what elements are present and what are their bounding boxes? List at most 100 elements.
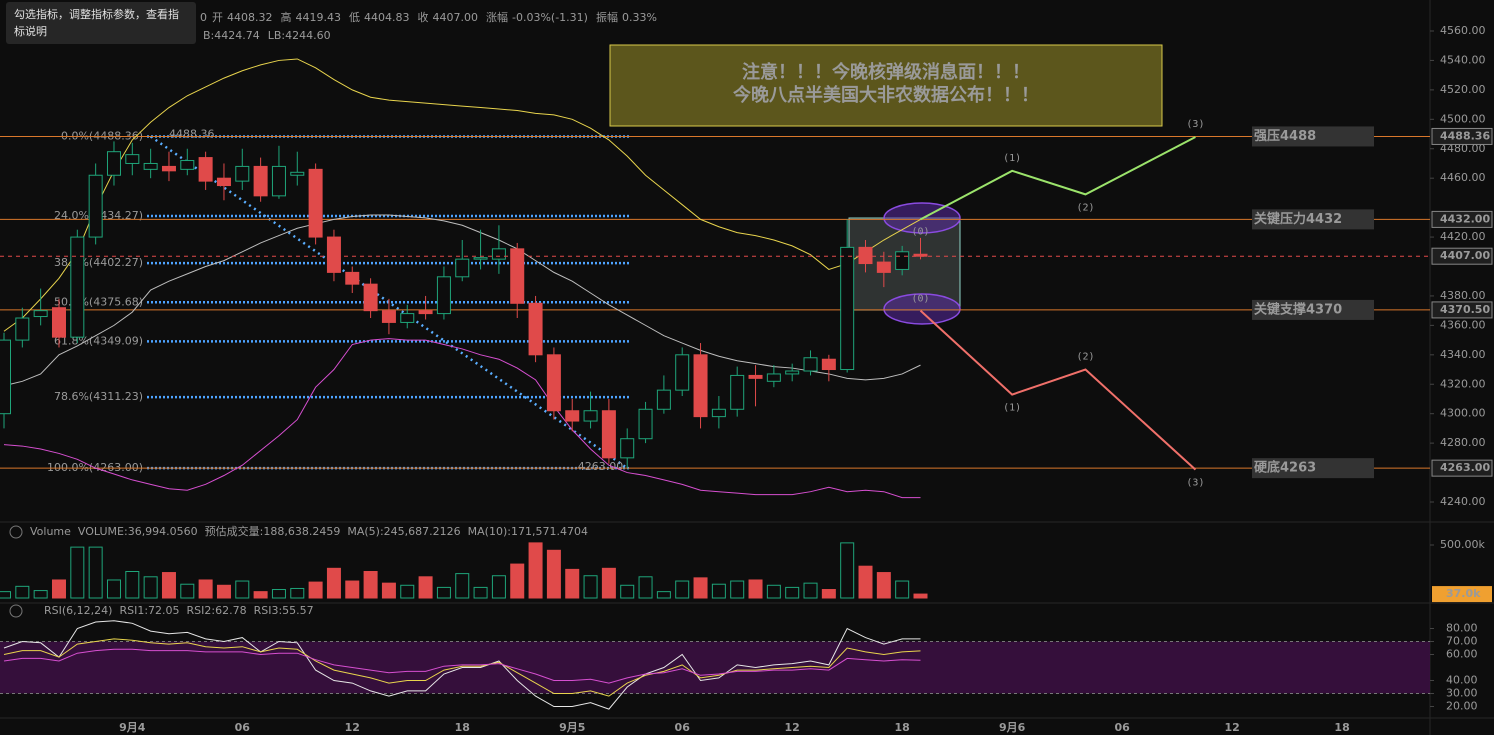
y-tick-label: 4340.00 [1440, 348, 1486, 361]
volume-bar [15, 585, 30, 599]
volume-bar [51, 579, 66, 599]
volume-bar [363, 571, 378, 599]
level-tag [1431, 127, 1493, 145]
candle-body [271, 165, 286, 197]
y-tick-label: 4360.00 [1440, 318, 1486, 331]
level-name-bg [1252, 299, 1374, 320]
rsi-line [3, 638, 921, 697]
level-tag-label: 4370.50 [1440, 303, 1490, 316]
volume-bar [876, 572, 891, 599]
candle-body [766, 373, 781, 382]
volume-bar [711, 583, 726, 599]
volume-bar [418, 576, 433, 599]
projection-label: (1) [1003, 403, 1021, 414]
collapse-icon[interactable] [9, 525, 23, 539]
volume-bar [583, 575, 598, 599]
volume-bar [88, 546, 103, 599]
level-tag [1431, 301, 1493, 319]
level-tag-label: 4488.36 [1440, 129, 1490, 142]
last-price-tag [1431, 247, 1493, 265]
header-label: 低 [349, 11, 360, 24]
projection-label: (2) [1076, 352, 1094, 363]
candle-body [876, 261, 891, 273]
y-tick-label: 4560.00 [1440, 24, 1486, 37]
volume-bar [326, 567, 341, 599]
fib-anchor-label: 4488.36 [169, 127, 215, 140]
candle-body [785, 370, 800, 375]
projection-label: (0) [911, 294, 929, 305]
volume-legend: MA(10):171,571.4704 [468, 525, 588, 538]
volume-bar [656, 591, 671, 599]
y-tick-label: 4420.00 [1440, 230, 1486, 243]
volume-bar [693, 577, 708, 599]
y-tick-label: 4500.00 [1440, 112, 1486, 125]
y-tick-label: 4540.00 [1440, 53, 1486, 66]
candle-body [180, 160, 195, 170]
candle-body [216, 177, 231, 187]
last-price-label: 4407.00 [1440, 249, 1490, 262]
volume-bar [620, 584, 635, 599]
rsi-legend: RSI2:62.78 [187, 604, 247, 617]
projection-line [919, 309, 1197, 471]
header-value: -0.03%(-1.31) [512, 11, 588, 24]
rsi-band [0, 641, 1430, 694]
candle-body [345, 271, 360, 285]
candle-body [473, 257, 488, 260]
volume-bar [106, 579, 121, 599]
candle-body [0, 339, 11, 415]
candle-body [235, 165, 250, 182]
volume-bar [638, 576, 653, 599]
candle-body [803, 357, 818, 372]
rsi-tick-label: 20.00 [1446, 700, 1478, 713]
candle-body [583, 410, 598, 422]
candle-body [436, 276, 451, 315]
header-label: 振幅 [596, 10, 618, 24]
volume-bar [766, 584, 781, 599]
volume-legend: 预估成交量:188,638.2459 [205, 524, 341, 538]
volume-legend: VOLUME:36,994.0560 [78, 525, 198, 538]
volume-bar [143, 576, 158, 599]
header-fragment: 0 [200, 11, 207, 24]
candle-body [418, 310, 433, 315]
collapse-icon[interactable] [9, 604, 23, 618]
candle-body [620, 438, 635, 459]
header-value: 4404.83 [364, 11, 410, 24]
rsi-tick-label: 40.00 [1446, 674, 1478, 687]
candle-body [491, 248, 506, 260]
header-value: 4408.32 [227, 11, 273, 24]
volume-bar [271, 589, 286, 599]
projection-label: (2) [1076, 202, 1094, 213]
annotation-text: 注意！！！今晚核弹级消息面！！！ [742, 61, 1030, 83]
volume-tag [1432, 586, 1492, 603]
volume-bar [913, 593, 928, 599]
x-tick-label: 12 [345, 721, 360, 734]
volume-bar [546, 549, 561, 599]
volume-bar [290, 587, 305, 599]
annotation-box [609, 44, 1163, 127]
candle-body [143, 162, 158, 170]
level-name-bg [1252, 458, 1374, 479]
candle-body [748, 374, 763, 379]
x-tick-label: 18 [455, 721, 470, 734]
candle-body [33, 310, 48, 318]
y-tick-label: 4460.00 [1440, 171, 1486, 184]
candle-body [326, 236, 341, 273]
volume-bar [161, 572, 176, 599]
fib-label: 38.2%(4402.27) [54, 256, 143, 269]
volume-bar [858, 565, 873, 599]
y-tick-label: 4240.00 [1440, 495, 1486, 508]
y-tick-label: 4280.00 [1440, 436, 1486, 449]
level-tag [1431, 210, 1493, 228]
candle-body [51, 307, 66, 338]
candle-body [510, 248, 525, 304]
band-legend: B:4424.74 [203, 29, 260, 42]
candle-body [308, 168, 323, 238]
volume-bar [253, 591, 268, 599]
volume-bar [0, 591, 11, 599]
x-tick-label: 06 [235, 721, 251, 734]
projection-label: (0) [911, 226, 929, 237]
level-tag [1431, 459, 1493, 477]
volume-bar [821, 589, 836, 599]
